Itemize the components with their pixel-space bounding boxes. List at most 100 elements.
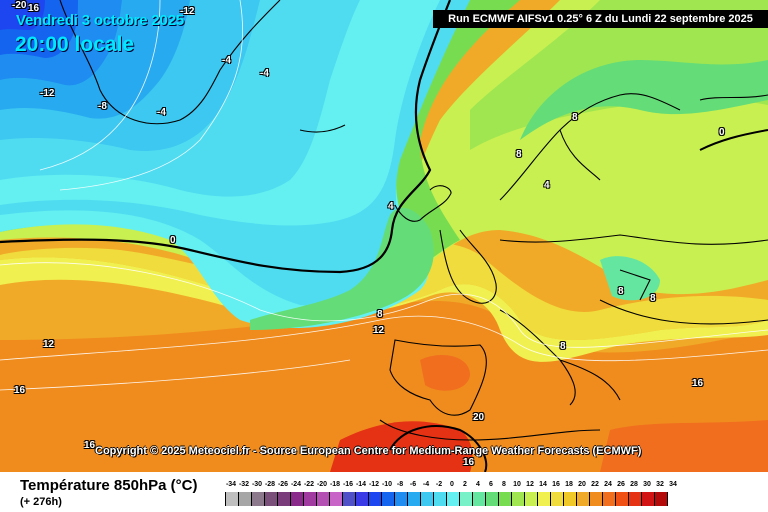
scale-swatch — [278, 492, 291, 506]
scale-tick-label: -10 — [381, 481, 393, 488]
scale-swatch — [447, 492, 460, 506]
scale-tick-label: 12 — [526, 481, 534, 488]
isotherm-label: 16 — [692, 378, 704, 389]
scale-swatch — [317, 492, 330, 506]
scale-tick-label: -32 — [238, 481, 250, 488]
scale-swatch — [421, 492, 434, 506]
isotherm-label: 20 — [473, 412, 485, 423]
legend-footer: Température 850hPa (°C) (+ 276h) -34 -32-… — [0, 472, 768, 512]
scale-swatch — [629, 492, 642, 506]
isotherm-label: -4 — [222, 55, 231, 66]
scale-swatch — [265, 492, 278, 506]
scale-swatch — [603, 492, 616, 506]
scale-swatch — [551, 492, 564, 506]
scale-tick-label: -28 — [264, 481, 276, 488]
scale-tick-label: -26 — [277, 481, 289, 488]
isotherm-label: 0 — [719, 127, 725, 138]
scale-swatch — [395, 492, 408, 506]
forecast-date: Vendredi 3 octobre 2025 — [16, 12, 184, 29]
isotherm-label: 8 — [560, 341, 566, 352]
scale-swatch — [304, 492, 317, 506]
scale-tick-label: 22 — [591, 481, 599, 488]
scale-tick-label: 24 — [604, 481, 612, 488]
isotherm-label: -12 — [40, 88, 55, 99]
scale-tick-label: -16 — [342, 481, 354, 488]
scale-swatch — [434, 492, 447, 506]
isotherm-label: 16 — [28, 3, 40, 14]
scale-tick-label: 14 — [539, 481, 547, 488]
scale-tick-label: -22 — [303, 481, 315, 488]
scale-tick-label: 0 — [450, 481, 454, 488]
scale-swatch — [642, 492, 655, 506]
scale-tick-label: -2 — [435, 481, 443, 488]
forecast-time: 20:00 locale — [15, 33, 135, 56]
scale-tick-label: 28 — [630, 481, 638, 488]
weather-map: Vendredi 3 octobre 2025 20:00 locale Run… — [0, 0, 768, 472]
scale-tick-label: 4 — [476, 481, 480, 488]
copyright-notice: Copyright © 2025 Meteociel.fr - Source E… — [95, 445, 642, 457]
lead-time: (+ 276h) — [20, 496, 62, 508]
isotherm-label: -12 — [180, 6, 195, 17]
scale-swatch — [616, 492, 629, 506]
isotherm-label: 16 — [463, 457, 475, 468]
scale-swatch — [655, 492, 668, 506]
scale-swatch — [590, 492, 603, 506]
scale-swatch — [408, 492, 421, 506]
isotherm-label: 12 — [373, 325, 385, 336]
scale-tick-label: 8 — [502, 481, 506, 488]
scale-swatch — [382, 492, 395, 506]
scale-tick-label: -34 — [225, 481, 237, 488]
scale-swatch — [252, 492, 265, 506]
scale-tick-label: 18 — [565, 481, 573, 488]
isotherm-label: -4 — [157, 107, 166, 118]
isotherm-label: 8 — [516, 149, 522, 160]
isotherm-label: 8 — [650, 293, 656, 304]
scale-tick-label: 6 — [489, 481, 493, 488]
scale-tick-label: -6 — [409, 481, 417, 488]
isotherm-label: 16 — [14, 385, 26, 396]
scale-tick-label: 20 — [578, 481, 586, 488]
color-scale-ticks: -34 -32 -30 -28 -26 -24 -22 -20 -18 -16 -14 -12 -10-… — [225, 481, 745, 491]
scale-swatch — [577, 492, 590, 506]
scale-tick-label: -4 — [422, 481, 430, 488]
scale-swatch — [330, 492, 343, 506]
scale-tick-label: 30 — [643, 481, 651, 488]
scale-tick-label: -14 — [355, 481, 367, 488]
scale-tick-label: -24 — [290, 481, 302, 488]
isotherm-label: -4 — [260, 68, 269, 79]
scale-tick-label: -20 — [316, 481, 328, 488]
scale-swatch — [460, 492, 473, 506]
scale-swatch — [239, 492, 252, 506]
scale-swatch — [486, 492, 499, 506]
scale-swatch — [538, 492, 551, 506]
scale-tick-label: 34 — [669, 481, 677, 488]
isotherm-label: 0 — [170, 235, 176, 246]
isotherm-label: -8 — [98, 101, 107, 112]
scale-tick-label: 16 — [552, 481, 560, 488]
scale-tick-label: 2 — [463, 481, 467, 488]
isotherm-label: 8 — [377, 309, 383, 320]
scale-swatch — [369, 492, 382, 506]
scale-tick-label: 10 — [513, 481, 521, 488]
color-scale-bar — [225, 492, 668, 506]
scale-tick-label: -18 — [329, 481, 341, 488]
isotherm-label: 8 — [618, 286, 624, 297]
isotherm-label: 8 — [572, 112, 578, 123]
run-info-banner: Run ECMWF AIFSv1 0.25° 6 Z du Lundi 22 s… — [433, 10, 768, 28]
scale-tick-label: -8 — [396, 481, 404, 488]
scale-swatch — [512, 492, 525, 506]
scale-tick-label: -30 — [251, 481, 263, 488]
scale-swatch — [226, 492, 239, 506]
isotherm-label: 4 — [544, 180, 550, 191]
isotherm-label: 4 — [388, 201, 394, 212]
temperature-map-image — [0, 0, 768, 472]
isotherm-label: 12 — [43, 339, 55, 350]
scale-swatch — [291, 492, 304, 506]
scale-swatch — [564, 492, 577, 506]
variable-title: Température 850hPa (°C) — [20, 477, 198, 494]
scale-tick-label: 26 — [617, 481, 625, 488]
scale-tick-label: -12 — [368, 481, 380, 488]
scale-swatch — [473, 492, 486, 506]
scale-swatch — [356, 492, 369, 506]
scale-swatch — [499, 492, 512, 506]
